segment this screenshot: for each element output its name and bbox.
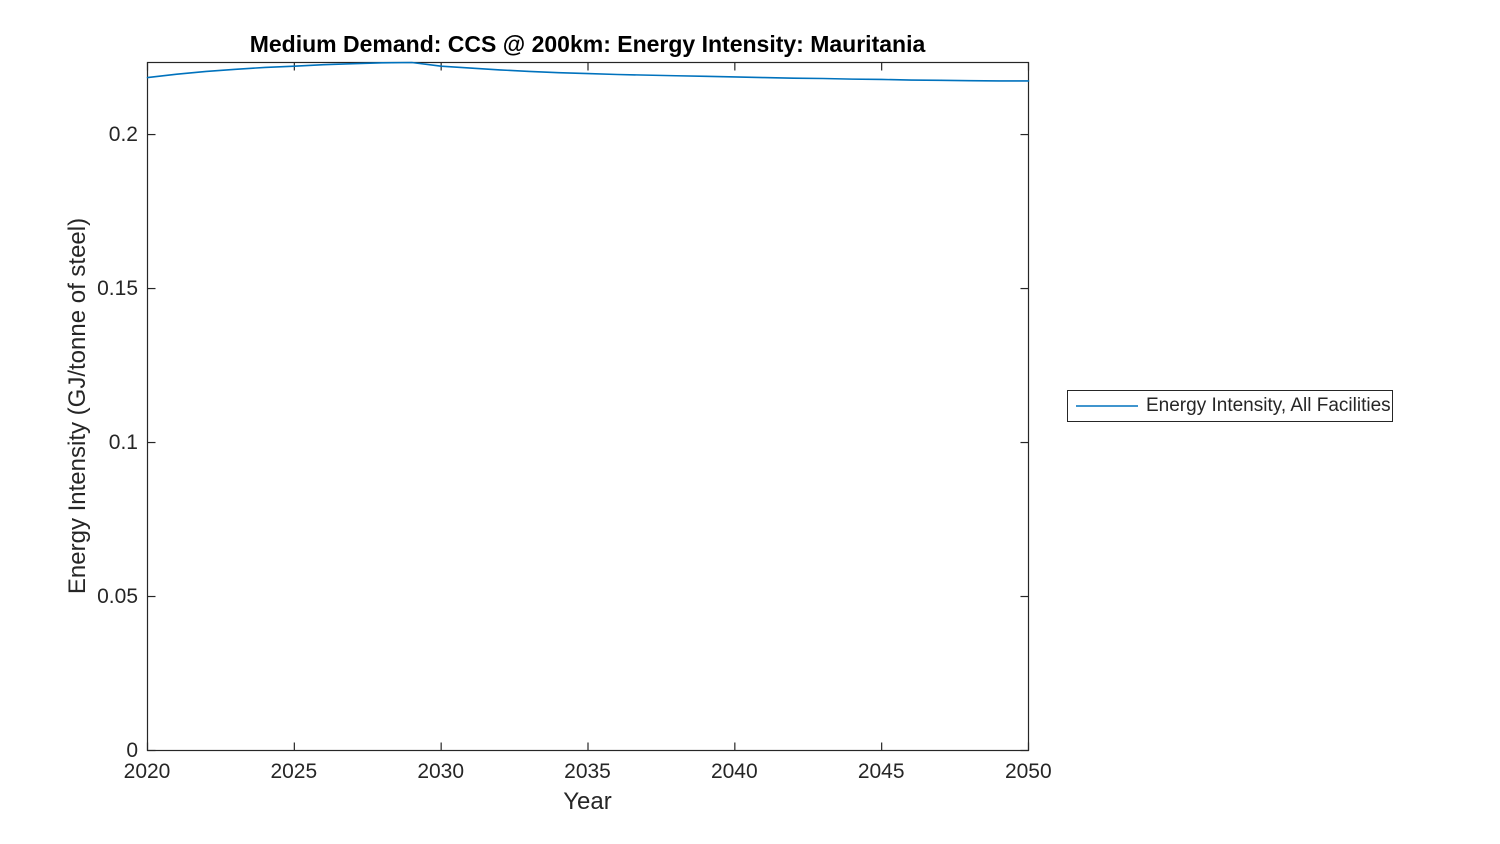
chart-title: Medium Demand: CCS @ 200km: Energy Inten… [249,31,926,57]
x-tick-label: 2040 [710,760,758,783]
x-tick-label: 2050 [1004,760,1052,783]
y-tick-label: 0.05 [97,584,138,608]
legend-line-sample-icon [1076,405,1138,407]
y-tick-label: 0 [126,738,138,762]
y-tick-label: 0.15 [97,276,138,300]
x-tick-label: 2035 [564,760,611,783]
legend: Energy Intensity, All Facilities [1067,390,1393,422]
legend-label: Energy Intensity, All Facilities [1146,395,1391,416]
y-tick-label: 0.2 [108,122,138,146]
y-tick-label: 0.1 [108,430,138,454]
x-tick-label: 2045 [857,760,905,783]
x-tick-label: 2030 [417,760,465,783]
x-tick-label: 2025 [270,760,318,783]
x-axis-label: Year [563,788,612,815]
x-tick-label: 2020 [123,760,171,783]
